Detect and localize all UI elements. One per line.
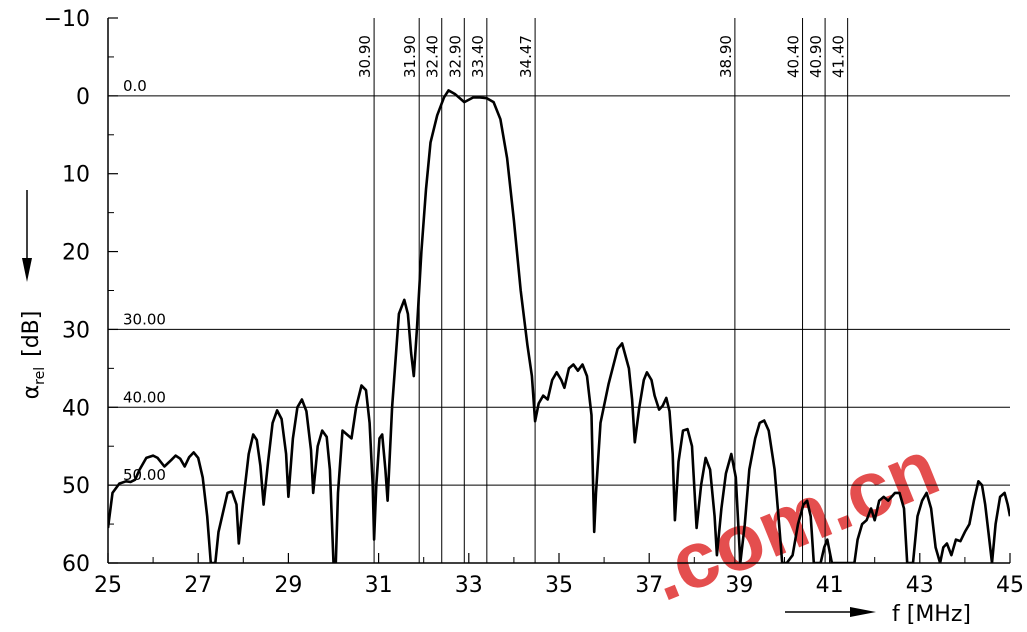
y-tick-label: 50 (62, 474, 90, 499)
x-tick-label: 25 (94, 573, 122, 598)
marker-label: 32.90 (446, 35, 464, 78)
y-axis-label: αrel [dB] (19, 311, 48, 400)
chart-labels: 0.0 30.00 40.00 50.00 30.90 31.90 32.40 32.90 33… (19, 7, 1024, 627)
marker-label: 33.40 (469, 35, 487, 78)
marker-label: 40.40 (785, 35, 803, 78)
marker-label: 41.40 (830, 35, 848, 78)
reference-line-label: 50.00 (123, 466, 166, 484)
y-axis-subscript: rel (32, 367, 48, 385)
x-tick-label: 29 (274, 573, 302, 598)
marker-label: 32.40 (424, 35, 442, 78)
watermark-text: .com.cn (637, 422, 951, 618)
y-tick-label: −10 (44, 7, 90, 32)
marker-label: 31.90 (401, 35, 419, 78)
y-tick-label: 20 (62, 241, 90, 266)
x-axis-label: f [MHz] (892, 602, 971, 627)
chart-series (108, 89, 1010, 563)
y-tick-label: 30 (62, 318, 90, 343)
watermark: .com.cn (637, 422, 951, 618)
y-axis-arrow-head (22, 258, 32, 282)
y-tick-label: 0 (76, 85, 90, 110)
y-tick-label: 40 (62, 396, 90, 421)
marker-label: 30.90 (356, 35, 374, 78)
y-axis-symbol: α (19, 385, 44, 400)
x-tick-label: 37 (635, 573, 663, 598)
x-tick-label: 39 (725, 573, 753, 598)
chart-axes (22, 17, 1011, 617)
x-tick-label: 31 (365, 573, 393, 598)
y-tick-label: 60 (62, 552, 90, 577)
x-tick-label: 27 (184, 573, 212, 598)
y-axis-unit: [dB] (19, 311, 44, 357)
x-tick-label: 45 (996, 573, 1024, 598)
x-axis-arrow-head (850, 607, 876, 617)
reference-line-label: 0.0 (123, 77, 147, 95)
x-tick-label: 41 (816, 573, 844, 598)
x-tick-label: 33 (455, 573, 483, 598)
marker-label: 40.90 (807, 35, 825, 78)
reference-line-label: 40.00 (123, 388, 166, 406)
marker-label: 34.47 (517, 35, 535, 78)
marker-label: 38.90 (717, 35, 735, 78)
x-tick-label: 35 (545, 573, 573, 598)
y-tick-label: 10 (62, 163, 90, 188)
x-tick-label: 43 (906, 573, 934, 598)
reference-line-label: 30.00 (123, 310, 166, 328)
attenuation-curve (108, 89, 1010, 563)
